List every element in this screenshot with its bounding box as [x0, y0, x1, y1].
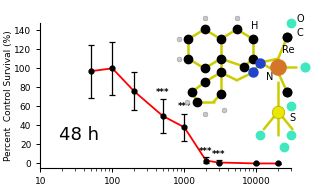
Text: S: S — [289, 112, 295, 122]
Text: ***: *** — [178, 102, 191, 111]
Text: N: N — [266, 72, 273, 82]
Text: O: O — [296, 15, 304, 24]
Text: ***: *** — [199, 147, 213, 156]
Y-axis label: Percent  Control Survival (%): Percent Control Survival (%) — [4, 30, 13, 161]
Text: C: C — [296, 28, 303, 38]
Text: ***: *** — [156, 88, 170, 97]
Text: H: H — [251, 21, 258, 31]
Text: 48 h: 48 h — [59, 126, 99, 144]
Text: Re: Re — [282, 45, 294, 55]
Text: ***: *** — [212, 150, 225, 159]
